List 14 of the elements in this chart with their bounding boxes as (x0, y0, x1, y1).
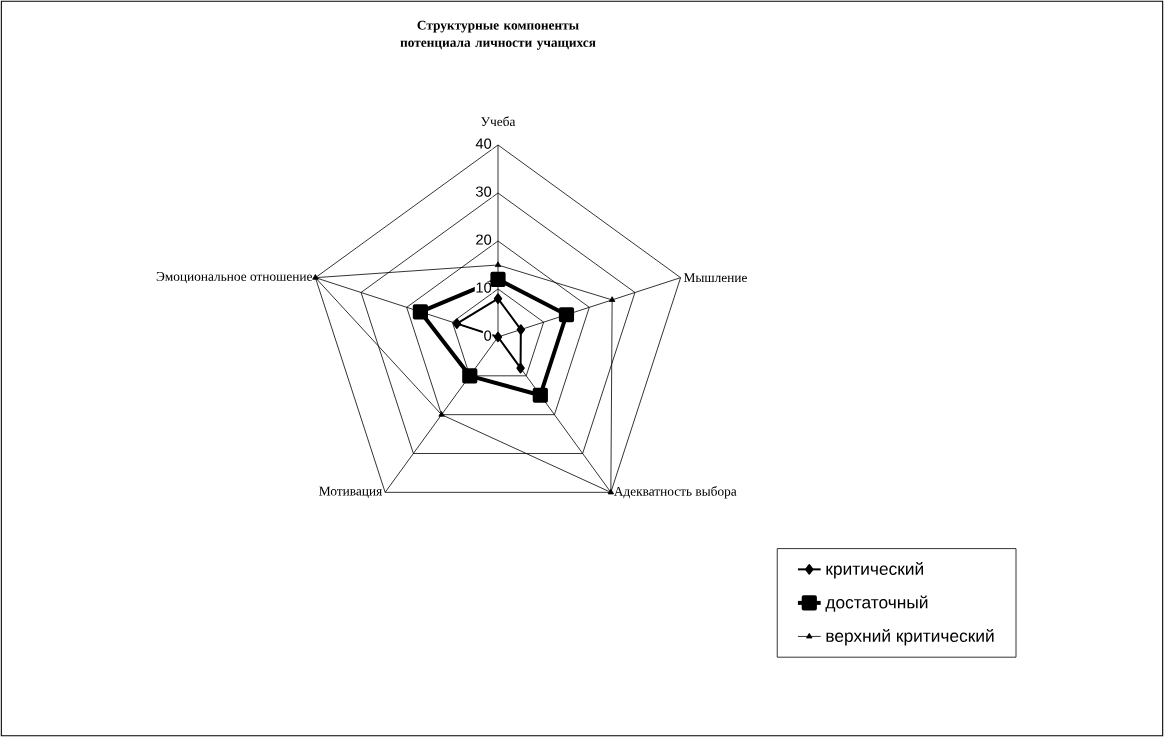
legend-label: достаточный (825, 595, 928, 612)
spoke-label: Эмоциональное отношение (156, 271, 312, 284)
y-tick-label: 40 (475, 138, 492, 149)
spoke-label: Учеба (481, 116, 516, 127)
legend-label: верхний критический (826, 629, 994, 646)
y-tick-label: 10 (476, 282, 492, 293)
spoke-label: Мотивация (319, 486, 382, 498)
spoke-label: Адекватность выбора (613, 486, 737, 499)
spoke-label: Мышление (683, 273, 747, 283)
legend-label: критический (826, 561, 923, 579)
chart-title: Структурные компоненты потенциала личности учащихся (400, 20, 596, 50)
y-tick-label: 30 (475, 186, 492, 197)
y-tick-label: 0 (484, 330, 492, 341)
y-tick-label: 20 (476, 234, 492, 245)
